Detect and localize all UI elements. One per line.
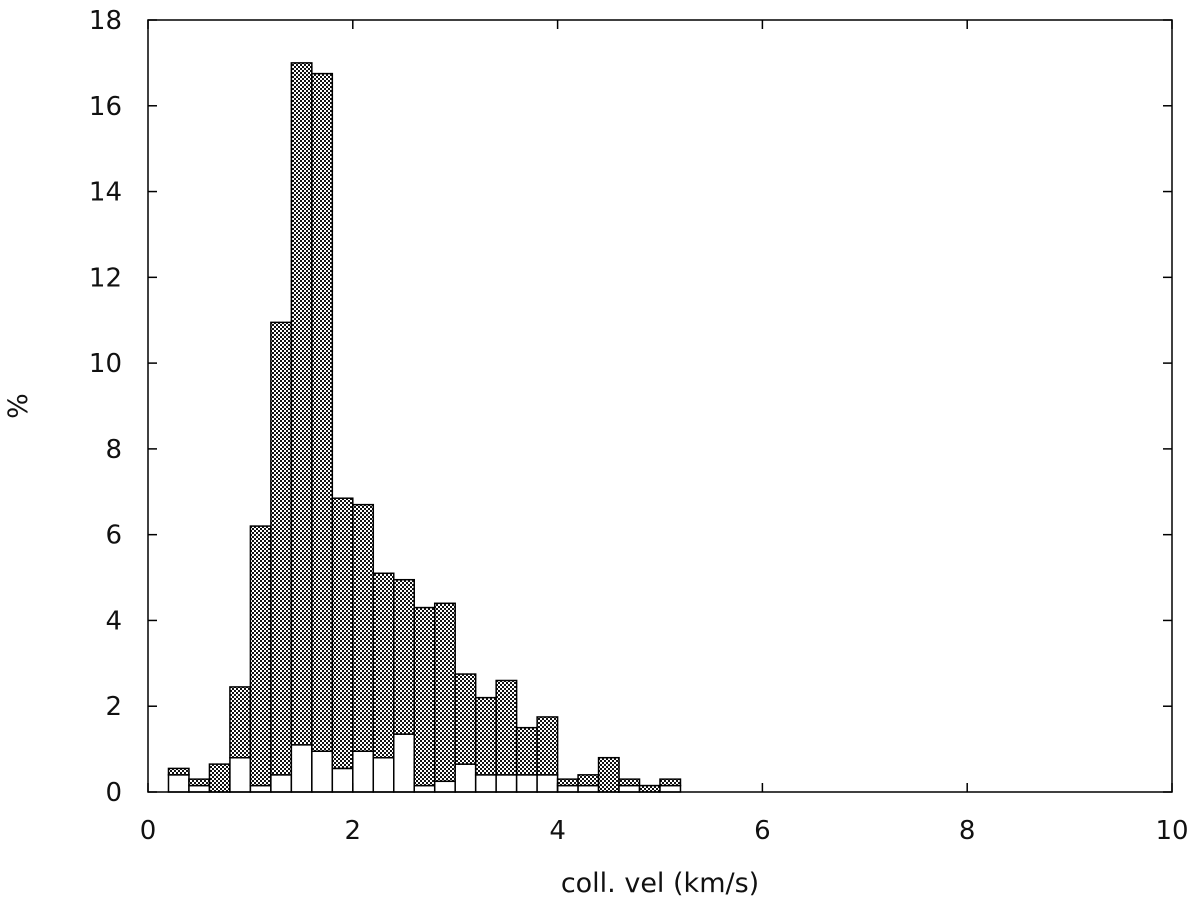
bar-dotted-segment	[188, 778, 211, 787]
bar-white-segment	[270, 774, 293, 793]
bar-white-segment	[556, 784, 579, 793]
bar-white-segment	[454, 763, 477, 793]
bar-dotted-segment	[413, 606, 436, 787]
bar-white-segment	[495, 774, 518, 793]
bars-layer	[167, 62, 682, 793]
y-tick-label: 8	[105, 435, 122, 465]
bar-white-segment	[229, 756, 252, 793]
bar-dotted-segment	[638, 784, 661, 793]
bar-white-segment	[659, 784, 682, 793]
bar-dotted-segment	[515, 726, 538, 776]
x-tick-label: 0	[140, 816, 157, 846]
bar-dotted-segment	[167, 767, 190, 776]
bar-white-segment	[413, 784, 436, 793]
bar-dotted-segment	[208, 763, 231, 793]
bar-dotted-segment	[393, 578, 415, 735]
bar-white-segment	[536, 774, 559, 793]
bar-white-segment	[474, 774, 497, 793]
y-tick-label: 10	[89, 349, 122, 379]
bar-dotted-segment	[577, 774, 600, 787]
bar-dotted-segment	[290, 62, 313, 746]
bar-white-segment	[433, 780, 456, 793]
bar-white-segment	[393, 733, 415, 793]
y-tick-label: 12	[89, 263, 122, 293]
bar-dotted-segment	[352, 503, 375, 753]
bar-white-segment	[372, 756, 395, 793]
x-tick-label: 6	[754, 816, 771, 846]
bar-dotted-segment	[331, 497, 354, 770]
x-axis-label: coll. vel (km/s)	[561, 868, 759, 899]
bar-white-segment	[290, 744, 313, 793]
bar-white-segment	[515, 774, 538, 793]
x-tick-label: 10	[1155, 816, 1188, 846]
y-tick-label: 2	[105, 692, 122, 722]
bar-dotted-segment	[618, 778, 641, 787]
bar-dotted-segment	[229, 686, 252, 759]
bar-white-segment	[167, 774, 190, 793]
y-tick-label: 14	[89, 178, 122, 208]
ticks-layer: 0 2 4 6 8 10 0 2 4 6 8 10 12 14 16 18	[89, 6, 1189, 846]
y-axis-label: %	[3, 393, 34, 419]
x-tick-label: 8	[959, 816, 976, 846]
y-tick-label: 16	[89, 92, 122, 122]
bar-dotted-segment	[495, 679, 518, 776]
bar-dotted-segment	[433, 602, 456, 783]
y-tick-label: 6	[105, 521, 122, 551]
plot-frame	[147, 19, 1173, 793]
y-tick-label: 4	[105, 606, 122, 636]
bar-dotted-segment	[659, 778, 682, 787]
bar-dotted-segment	[556, 778, 579, 787]
bar-white-segment	[352, 750, 375, 793]
bar-white-segment	[188, 784, 211, 793]
y-tick-label: 0	[105, 778, 122, 808]
bar-white-segment	[577, 784, 600, 793]
bar-dotted-segment	[474, 696, 497, 776]
bar-dotted-segment	[249, 525, 272, 787]
y-tick-label: 18	[89, 6, 122, 36]
bar-white-segment	[311, 750, 334, 793]
bar-white-segment	[331, 767, 354, 793]
bar-dotted-segment	[536, 716, 559, 776]
bar-dotted-segment	[597, 756, 620, 793]
bar-dotted-segment	[311, 72, 334, 753]
x-tick-label: 2	[345, 816, 362, 846]
bar-dotted-segment	[372, 572, 395, 759]
x-tick-label: 4	[549, 816, 566, 846]
bar-white-segment	[618, 784, 641, 793]
bar-white-segment	[249, 784, 272, 793]
bar-dotted-segment	[454, 673, 477, 765]
bar-dotted-segment	[270, 321, 293, 776]
